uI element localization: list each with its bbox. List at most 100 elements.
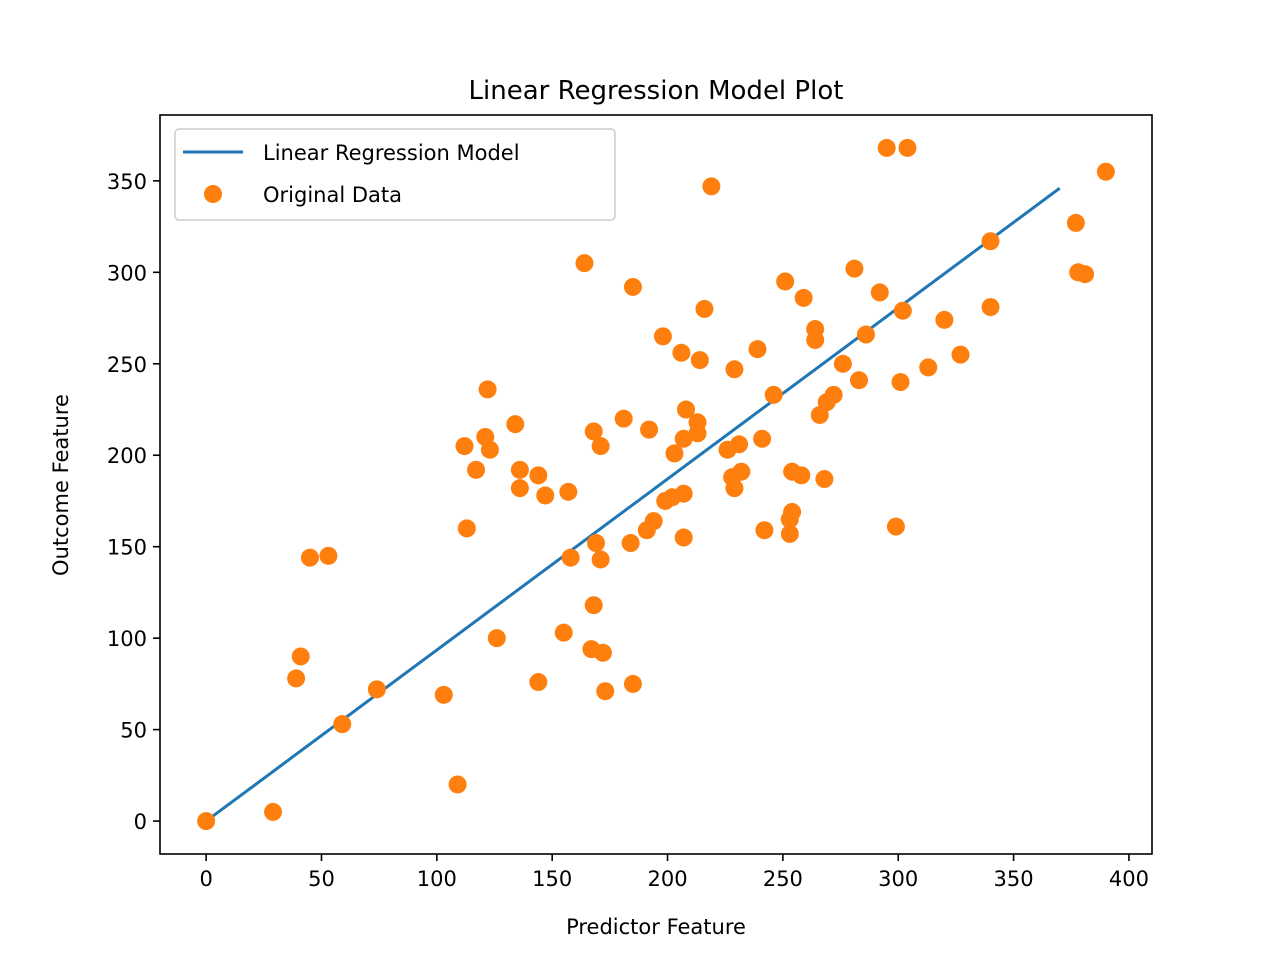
data-point-76 (815, 470, 834, 489)
legend-label-data: Original Data (263, 183, 402, 207)
data-point-1 (264, 802, 283, 821)
x-tick-label-250: 250 (763, 867, 803, 891)
x-axis-label: Predictor Feature (566, 915, 746, 939)
data-point-84 (877, 138, 896, 157)
data-point-4 (300, 548, 319, 567)
x-tick-label-0: 0 (199, 867, 212, 891)
data-point-15 (480, 440, 499, 459)
legend-label-model: Linear Regression Model (263, 141, 520, 165)
data-point-30 (587, 534, 606, 553)
data-point-19 (510, 479, 529, 498)
data-point-93 (981, 298, 1000, 317)
data-point-45 (665, 444, 684, 463)
y-tick-label-250: 250 (107, 353, 147, 377)
data-point-91 (951, 345, 970, 364)
data-point-28 (584, 596, 603, 615)
data-point-85 (886, 517, 905, 536)
data-point-53 (690, 351, 709, 370)
data-point-5 (319, 546, 338, 565)
regression-line (205, 186, 1061, 823)
x-tick-label-300: 300 (878, 867, 918, 891)
data-point-61 (732, 462, 751, 481)
data-point-21 (529, 466, 548, 485)
data-point-80 (845, 259, 864, 278)
data-point-60 (730, 435, 749, 454)
legend-box (174, 128, 616, 221)
data-point-37 (623, 277, 642, 296)
data-point-18 (510, 460, 529, 479)
data-point-54 (695, 299, 714, 318)
data-point-69 (783, 502, 802, 521)
data-point-97 (1096, 162, 1115, 181)
data-point-78 (824, 385, 843, 404)
data-point-79 (833, 354, 852, 373)
data-point-71 (792, 466, 811, 485)
x-tick-label-200: 200 (647, 867, 687, 891)
data-point-50 (676, 400, 695, 419)
data-point-59 (725, 360, 744, 379)
y-tick-label-0: 0 (134, 810, 147, 834)
data-point-49 (674, 528, 693, 547)
data-point-6 (333, 715, 352, 734)
data-point-48 (674, 484, 693, 503)
data-point-29 (584, 422, 603, 441)
x-axis: 0 50 100 150 200 250 300 350 400 (199, 854, 1149, 891)
data-point-72 (794, 288, 813, 307)
data-point-58 (725, 479, 744, 498)
data-point-16 (487, 629, 506, 648)
data-point-34 (596, 682, 615, 701)
y-tick-label-200: 200 (107, 444, 147, 468)
data-point-33 (593, 643, 612, 662)
data-point-32 (591, 437, 610, 456)
data-point-2 (287, 669, 306, 688)
data-point-81 (850, 371, 869, 390)
data-point-23 (554, 623, 573, 642)
y-tick-label-150: 150 (107, 536, 147, 560)
data-point-26 (575, 254, 594, 273)
data-point-14 (478, 380, 497, 399)
data-point-38 (623, 674, 642, 693)
data-point-3 (291, 647, 310, 666)
data-point-9 (448, 775, 467, 794)
data-point-62 (748, 340, 767, 359)
data-point-12 (467, 460, 486, 479)
legend: Linear Regression Model Original Data (174, 128, 616, 221)
x-tick-label-150: 150 (532, 867, 572, 891)
data-point-66 (776, 272, 795, 291)
data-point-10 (455, 437, 474, 456)
data-point-0 (197, 812, 216, 831)
data-point-52 (688, 424, 707, 443)
data-point-20 (529, 673, 548, 692)
data-point-90 (935, 310, 954, 329)
y-tick-label-100: 100 (107, 627, 147, 651)
data-point-40 (640, 420, 659, 439)
data-point-46 (672, 343, 691, 362)
data-point-36 (621, 534, 640, 553)
data-point-47 (674, 429, 693, 448)
data-point-31 (591, 550, 610, 569)
legend-marker-swatch (204, 185, 222, 203)
data-point-17 (506, 415, 525, 434)
data-point-55 (702, 177, 721, 196)
data-point-11 (457, 519, 476, 538)
data-point-92 (981, 232, 1000, 251)
x-tick-label-100: 100 (417, 867, 457, 891)
data-point-22 (536, 486, 555, 505)
plot-frame (159, 114, 1153, 855)
data-point-68 (780, 524, 799, 543)
data-point-83 (870, 283, 889, 302)
y-tick-label-50: 50 (120, 719, 147, 743)
x-tick-label-350: 350 (994, 867, 1034, 891)
x-tick-label-50: 50 (308, 867, 335, 891)
data-point-82 (856, 325, 875, 344)
data-point-86 (891, 373, 910, 392)
data-point-63 (753, 429, 772, 448)
y-tick-label-350: 350 (107, 170, 147, 194)
y-axis: 0 50 100 150 200 250 300 350 (107, 170, 160, 834)
data-point-64 (755, 521, 774, 540)
plot-content (197, 138, 1115, 831)
data-point-74 (806, 330, 825, 349)
data-point-8 (434, 685, 453, 704)
data-point-87 (893, 301, 912, 320)
